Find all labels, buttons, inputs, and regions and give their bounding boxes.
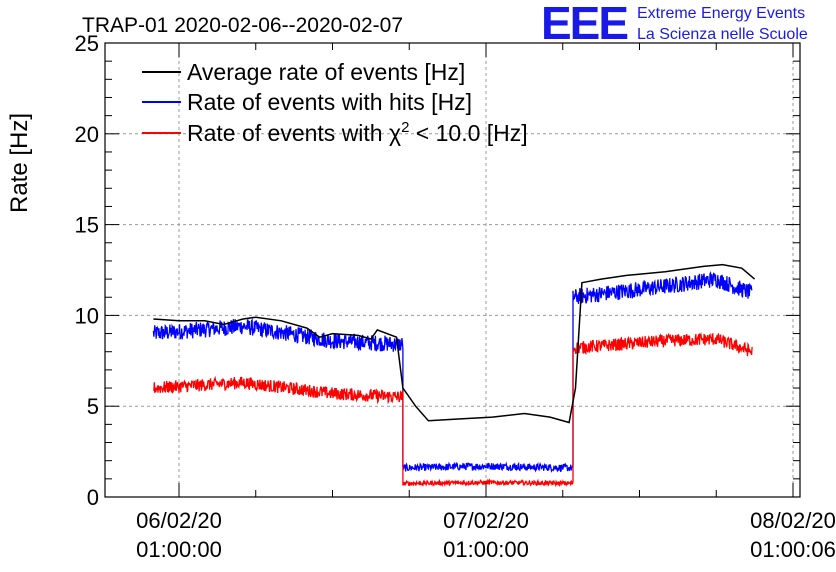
x-tick-label-date: 06/02/20 <box>136 508 222 533</box>
eee-logo: EEE Extreme Energy Events La Scienza nel… <box>541 0 808 49</box>
series-layer <box>152 263 756 488</box>
series-line-average <box>153 263 756 424</box>
legend-label-chi2: Rate of events with χ2 < 10.0 [Hz] <box>187 119 528 146</box>
eee-logo-line1: Extreme Energy Events <box>637 5 805 22</box>
legend-label-hits: Rate of events with hits [Hz] <box>187 89 472 115</box>
x-tick-label-date: 07/02/20 <box>443 508 529 533</box>
y-tick-label: 5 <box>87 394 99 419</box>
x-tick-label-time: 01:00:00 <box>136 537 222 562</box>
chart-title: TRAP-01 2020-02-06--2020-02-07 <box>82 14 403 37</box>
axes-layer: 0 5 10 15 20 25 06/02/20 01:00:00 07/02/20 01:00:… <box>75 31 836 562</box>
y-tick-label: 25 <box>75 31 99 56</box>
legend-label-average: Average rate of events [Hz] <box>187 59 465 85</box>
y-tick-label: 20 <box>75 122 99 147</box>
y-tick-label: 10 <box>75 303 99 328</box>
y-axis-label: Rate [Hz] <box>6 113 33 213</box>
x-tick-label-time: 01:00:00 <box>443 537 529 562</box>
eee-logo-line2: La Scienza nelle Scuole <box>637 26 808 43</box>
series-line-1 <box>152 270 753 473</box>
y-tick-label: 0 <box>87 485 99 510</box>
legend: Average rate of events [Hz] Rate of even… <box>142 59 528 146</box>
eee-logo-mark: EEE <box>541 0 627 49</box>
x-tick-label-time: 01:00:06 <box>750 537 836 562</box>
plot-frame <box>104 42 801 498</box>
x-tick-label-date: 08/02/20 <box>750 508 836 533</box>
y-tick-label: 15 <box>75 213 99 238</box>
series-line-2 <box>153 332 753 488</box>
